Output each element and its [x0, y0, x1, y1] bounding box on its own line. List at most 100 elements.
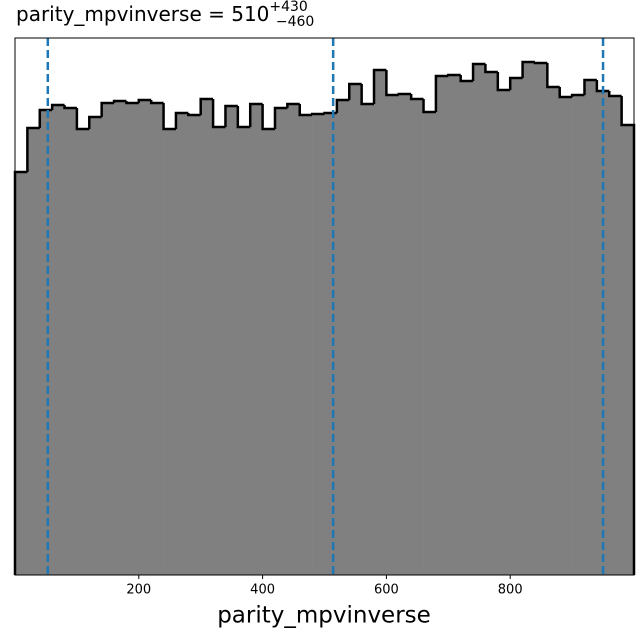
bar-edge [583, 78, 597, 95]
bar [324, 113, 338, 575]
bar-edge [248, 102, 263, 127]
x-tick-label: 200 [126, 583, 151, 598]
bar-edge [125, 101, 139, 105]
bar-edge [434, 74, 449, 112]
bar [534, 63, 548, 575]
bar [435, 76, 449, 575]
bar [15, 172, 28, 575]
axes-frame [14, 37, 635, 576]
bar [572, 95, 585, 575]
bar [64, 108, 78, 575]
bar-edge [100, 101, 115, 117]
bar-edge [310, 112, 325, 116]
bar-edge [558, 87, 573, 99]
bar [336, 100, 350, 575]
bar [274, 108, 288, 575]
bar [448, 75, 461, 575]
bar-edge [211, 99, 226, 129]
bar [188, 115, 201, 575]
bar-edge [533, 61, 548, 65]
bar [287, 104, 301, 575]
bar-edge [546, 63, 560, 89]
bar-edge [236, 106, 251, 129]
bar [225, 106, 239, 575]
bar [151, 103, 164, 575]
bar [27, 128, 41, 575]
bar [262, 129, 276, 575]
bar-edge [570, 93, 585, 97]
bar-edge [298, 104, 313, 117]
bar [89, 117, 102, 575]
bar [76, 129, 90, 575]
bar [52, 105, 65, 575]
bar-edge [286, 102, 300, 108]
bar-edge [459, 75, 474, 83]
bar [163, 129, 177, 575]
bar-edge [397, 92, 412, 96]
x-tick-label: 800 [498, 583, 523, 598]
bar-edge [63, 105, 77, 110]
x-tick-label: 400 [250, 583, 275, 598]
bar-edge [199, 97, 214, 115]
bar-edge [261, 104, 275, 131]
bar-edge [273, 106, 288, 129]
bar [559, 97, 573, 575]
bar-edge [422, 99, 436, 114]
bar-edge [149, 100, 164, 105]
bar-edge [26, 126, 40, 172]
bar-edge [323, 111, 337, 115]
bar-edge [595, 80, 610, 93]
bar [621, 125, 635, 575]
x-axis-label: parity_mpvinverse [217, 603, 431, 629]
bar [411, 99, 424, 575]
bar [584, 80, 598, 575]
bar [547, 87, 561, 575]
bar [138, 100, 152, 575]
bar [39, 110, 53, 575]
bar [213, 127, 226, 575]
bar-edge [75, 108, 90, 131]
bar [485, 72, 499, 575]
bar-edge [137, 98, 152, 103]
bar-edge [496, 72, 511, 92]
bar [386, 95, 400, 575]
bar-edge [385, 70, 399, 97]
bar [473, 64, 486, 575]
bar [374, 70, 387, 575]
bar-edge [187, 113, 201, 117]
bar [299, 115, 313, 575]
bar [200, 99, 214, 575]
bar [349, 84, 362, 575]
bar [114, 101, 127, 575]
bar-edge [50, 103, 65, 110]
bar [312, 114, 325, 575]
bar [237, 127, 251, 575]
bar-edge [88, 115, 102, 129]
bar-edge [162, 103, 176, 131]
bar [126, 103, 140, 575]
bar [423, 112, 437, 575]
bar-edge [471, 62, 486, 81]
bar [460, 81, 474, 575]
bar [609, 96, 622, 575]
bar-edge [348, 82, 362, 100]
bar-edge [174, 111, 189, 129]
bar [250, 104, 263, 575]
bar [101, 103, 115, 575]
bar-edge [484, 64, 498, 74]
bar-edge [607, 91, 622, 98]
bar-edge [112, 99, 127, 103]
bar [522, 62, 536, 575]
bar [398, 94, 412, 575]
bar-edge [224, 104, 238, 127]
bar [497, 90, 511, 575]
title-sup: +430 [269, 0, 307, 15]
bar [361, 104, 375, 575]
bar [510, 78, 523, 575]
title-sub: −460 [276, 14, 314, 30]
bar-edge [409, 94, 424, 101]
chart-title: parity_mpvinverse = 510+430 −460 [16, 0, 314, 30]
title-main: parity_mpvinverse = 510 [16, 2, 269, 26]
